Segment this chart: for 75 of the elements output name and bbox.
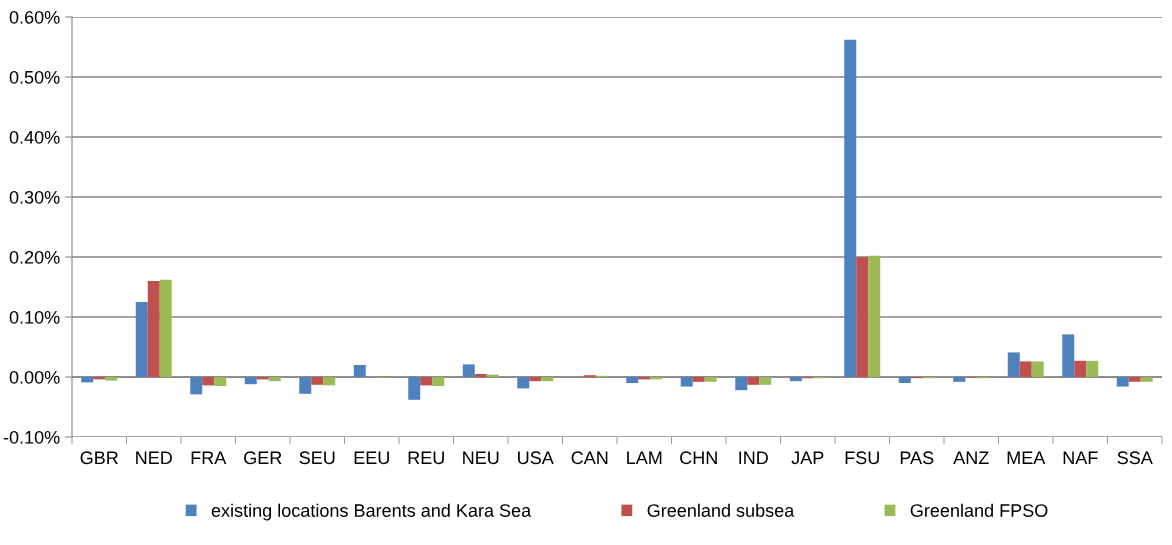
x-tick-label: SSA bbox=[1117, 451, 1153, 465]
bar bbox=[626, 377, 639, 383]
bar bbox=[202, 377, 215, 386]
x-tick-label: IND bbox=[739, 451, 768, 464]
bar bbox=[268, 377, 281, 382]
legend-label: Greenland subsea bbox=[647, 503, 795, 517]
bar bbox=[311, 377, 324, 385]
bar bbox=[474, 374, 487, 377]
bar bbox=[462, 364, 475, 377]
x-tick-label: EEU bbox=[354, 451, 389, 465]
legend-label: existing locations Barents and Kara Sea bbox=[211, 503, 532, 521]
x-tick-label: CAN bbox=[571, 451, 608, 465]
x-tick-label: FRA bbox=[191, 451, 227, 464]
bar bbox=[856, 257, 869, 377]
bar bbox=[692, 377, 705, 382]
x-tick-label: NEU bbox=[463, 451, 499, 465]
bar bbox=[408, 377, 421, 400]
x-tick-label: GER bbox=[244, 451, 282, 465]
bar bbox=[214, 377, 227, 386]
bar bbox=[735, 377, 748, 391]
bar bbox=[1074, 360, 1087, 377]
y-tick-label: -0.10% bbox=[3, 430, 60, 444]
x-tick-label: USA bbox=[518, 451, 554, 465]
x-tick-label: NAF bbox=[1063, 451, 1098, 464]
bar bbox=[1062, 334, 1075, 377]
bar bbox=[747, 377, 760, 385]
x-tick-label: JAP bbox=[791, 451, 824, 465]
bar bbox=[704, 377, 717, 382]
bar bbox=[953, 377, 966, 382]
bar bbox=[135, 302, 148, 377]
y-tick-label: 0.00% bbox=[9, 370, 60, 384]
bar bbox=[244, 377, 257, 385]
legend-label: Greenland FPSO bbox=[910, 503, 1048, 517]
x-tick-label: ANZ bbox=[953, 451, 989, 464]
bar bbox=[898, 377, 911, 383]
bar bbox=[1128, 377, 1141, 382]
bar bbox=[1019, 361, 1032, 377]
x-tick-label: LAM bbox=[627, 451, 662, 464]
bar bbox=[541, 377, 554, 382]
y-tick-label: 0.40% bbox=[9, 130, 60, 144]
y-tick-label: 0.50% bbox=[9, 70, 60, 84]
bar bbox=[844, 39, 857, 377]
bar bbox=[529, 377, 542, 382]
bar bbox=[105, 377, 118, 381]
x-tick-label: REU bbox=[408, 451, 444, 465]
x-tick-label: FSU bbox=[845, 451, 879, 465]
x-tick-label: CHN bbox=[680, 451, 717, 465]
bar bbox=[868, 255, 881, 377]
bar bbox=[432, 377, 445, 386]
bar bbox=[420, 377, 433, 386]
bar bbox=[147, 281, 160, 377]
bar bbox=[1116, 377, 1129, 387]
y-tick-label: 0.30% bbox=[9, 190, 60, 204]
bar bbox=[1031, 361, 1044, 377]
bar bbox=[680, 377, 693, 387]
x-tick-label: GBR bbox=[80, 451, 118, 465]
bar bbox=[159, 279, 172, 377]
bar bbox=[353, 365, 366, 377]
bar bbox=[1086, 360, 1099, 377]
y-tick-label: 0.10% bbox=[9, 310, 60, 324]
bar bbox=[1140, 377, 1153, 382]
y-tick-label: 0.60% bbox=[9, 10, 60, 24]
y-tick-label: 0.20% bbox=[9, 250, 60, 264]
bar bbox=[789, 377, 802, 382]
bar bbox=[299, 377, 312, 394]
x-tick-label: MEA bbox=[1007, 451, 1046, 464]
bar bbox=[81, 377, 94, 383]
x-tick-label: PAS bbox=[900, 451, 934, 465]
bar bbox=[517, 377, 530, 389]
bar bbox=[1007, 352, 1020, 377]
x-tick-label: NED bbox=[136, 451, 172, 464]
bar bbox=[323, 377, 336, 386]
bar bbox=[190, 377, 203, 395]
bar bbox=[759, 377, 772, 385]
x-tick-label: SEU bbox=[299, 451, 335, 465]
